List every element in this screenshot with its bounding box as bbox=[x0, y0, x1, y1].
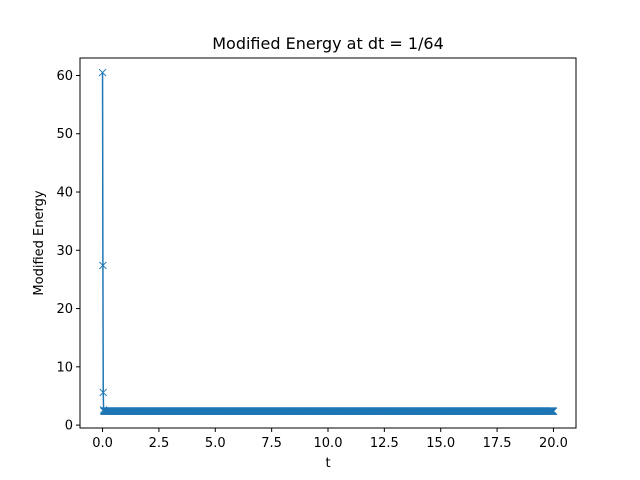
x-tick-label: 15.0 bbox=[426, 436, 455, 451]
x-axis: 0.0 2.5 5.0 7.5 10.0 12.5 15.0 17.5 20.0 bbox=[92, 428, 568, 451]
x-axis-label: t bbox=[325, 456, 330, 471]
y-tick-label: 50 bbox=[56, 127, 73, 142]
plot-area bbox=[80, 58, 576, 428]
x-tick-label: 0.0 bbox=[92, 436, 113, 451]
x-tick-label: 20.0 bbox=[539, 436, 568, 451]
data-point-marker bbox=[99, 261, 107, 270]
series-markers bbox=[98, 68, 558, 415]
y-tick-label: 60 bbox=[56, 69, 73, 84]
y-tick-label: 40 bbox=[56, 186, 73, 201]
x-tick-label: 7.5 bbox=[261, 436, 282, 451]
data-point-marker bbox=[549, 407, 558, 415]
data-point-marker bbox=[98, 68, 107, 77]
x-tick-label: 5.0 bbox=[205, 436, 226, 451]
y-axis-label: Modified Energy bbox=[32, 190, 47, 295]
y-tick-label: 20 bbox=[56, 302, 73, 317]
y-tick-label: 10 bbox=[56, 360, 73, 375]
y-tick-label: 30 bbox=[56, 244, 73, 259]
y-axis: 0 10 20 30 40 50 60 bbox=[56, 69, 80, 434]
series-layer bbox=[98, 68, 558, 415]
y-tick-label: 0 bbox=[65, 419, 73, 434]
x-tick-label: 10.0 bbox=[314, 436, 343, 451]
x-tick-label: 12.5 bbox=[370, 436, 399, 451]
x-tick-label: 2.5 bbox=[149, 436, 170, 451]
data-point-marker bbox=[99, 388, 108, 397]
x-tick-label: 17.5 bbox=[483, 436, 512, 451]
chart-title: Modified Energy at dt = 1/64 bbox=[212, 34, 444, 53]
